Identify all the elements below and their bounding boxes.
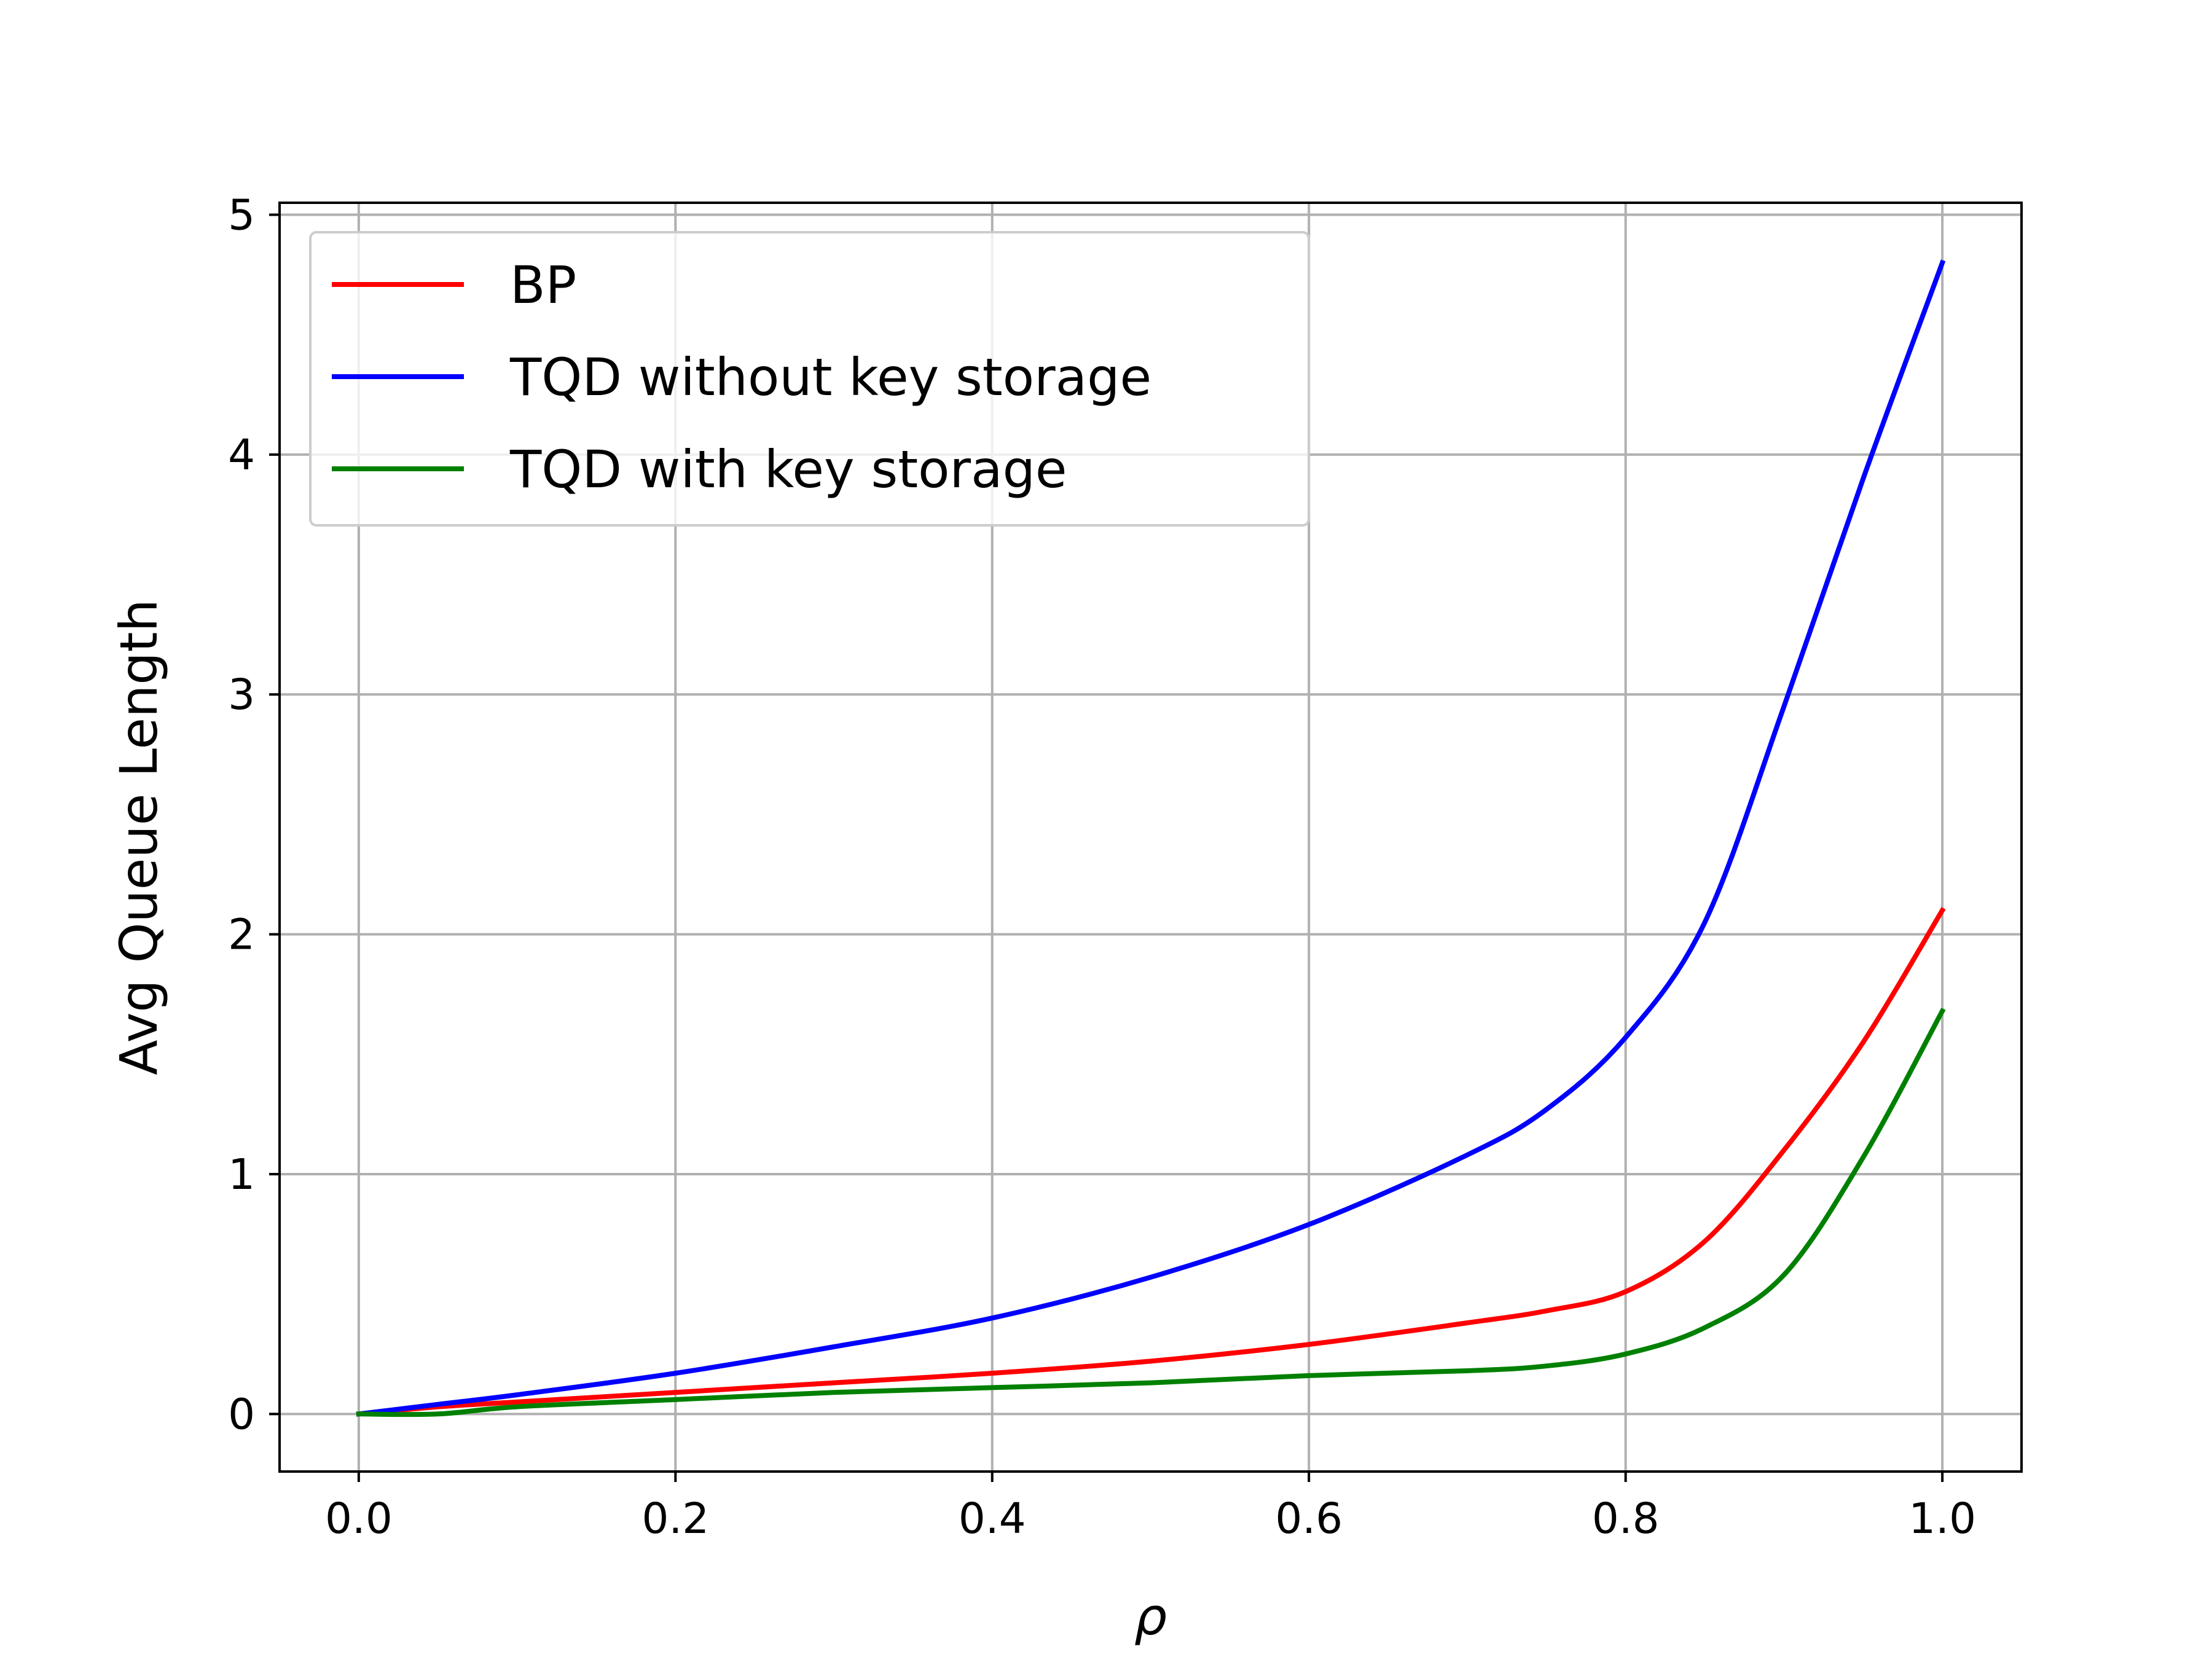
x-tick-label: 0.2 [641, 1494, 709, 1543]
series-line-tqd-without-key-storage [356, 259, 1946, 1417]
x-axis-label: ρ [1134, 1586, 1167, 1647]
series-line-tqd-with-key-storage [356, 1008, 1946, 1417]
x-tick-label: 1.0 [1908, 1494, 1976, 1543]
legend: BP TQD without key storage TQD with key st… [309, 231, 1310, 527]
y-tick-label: 0 [228, 1390, 255, 1439]
legend-label: TQD with key storage [509, 439, 1067, 500]
legend-label: BP [510, 255, 576, 315]
x-tick-label: 0.4 [959, 1494, 1026, 1543]
y-tick-label: 1 [228, 1150, 255, 1199]
x-tick-label: 0.8 [1592, 1494, 1660, 1543]
plot-frame [278, 202, 2023, 1473]
x-axis-ticks: 0.0 0.2 0.4 0.6 0.8 1.0 [325, 1472, 1976, 1543]
x-tick-label: 0.6 [1275, 1494, 1343, 1543]
y-axis-label: Avg Queue Length [109, 599, 169, 1075]
y-axis-ticks: 0 1 2 3 4 5 [228, 191, 280, 1439]
y-tick-label: 5 [228, 191, 255, 240]
y-tick-label: 2 [228, 911, 255, 960]
legend-box [309, 231, 1310, 527]
y-tick-label: 4 [228, 431, 255, 480]
legend-label: TQD without key storage [509, 347, 1151, 407]
series-line-bp [356, 907, 1946, 1417]
series-lines [356, 259, 1946, 1417]
x-tick-label: 0.0 [325, 1494, 393, 1543]
y-tick-label: 3 [228, 670, 255, 719]
